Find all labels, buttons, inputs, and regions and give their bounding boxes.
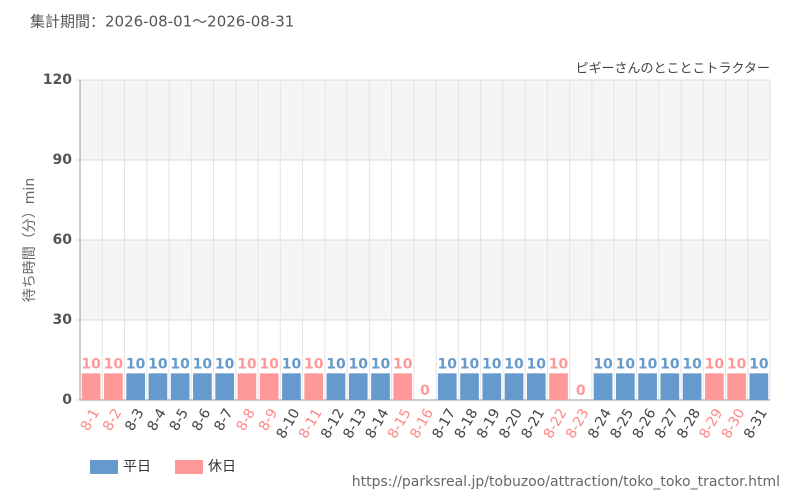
value-label: 10 [215,356,235,372]
bar [660,373,680,400]
bar [371,373,390,400]
y-tick-label: 30 [53,312,73,328]
value-label: 10 [504,356,524,372]
value-label: 10 [638,356,658,372]
value-label: 10 [170,356,190,372]
bar [170,373,190,400]
x-tick-label: 8-6 [189,406,214,434]
bar [705,373,724,400]
legend-swatch [175,460,203,474]
value-label: 10 [682,356,702,372]
bar [304,373,324,400]
x-tick-label: 8-4 [145,406,170,434]
value-label: 10 [438,356,458,372]
value-label: 10 [616,356,636,372]
value-label: 10 [393,356,413,372]
y-tick-label: 120 [43,72,72,88]
bar [727,373,746,400]
value-label: 10 [749,356,769,372]
legend-swatch [90,460,118,474]
value-label: 10 [705,356,725,372]
value-label: 10 [727,356,747,372]
bar [259,373,279,400]
y-tick-label: 60 [53,232,73,248]
value-label: 10 [371,356,391,372]
x-tick-label: 8-31 [741,406,771,442]
grid-band [80,240,770,320]
bar [526,373,546,400]
bar [348,373,368,400]
bar [437,373,457,400]
bar [682,373,702,400]
bar [393,373,413,400]
bar [104,373,123,400]
grid-band [80,80,770,160]
y-tick-label: 90 [53,152,73,168]
value-label: 0 [420,383,430,399]
value-label: 10 [304,356,324,372]
value-label: 10 [549,356,569,372]
annotation: ピギーさんのとことこトラクター [576,62,770,77]
x-tick-label: 8-1 [78,406,103,434]
y-tick-label: 0 [62,392,72,408]
value-label: 10 [482,356,502,372]
value-label: 10 [593,356,613,372]
bar [148,373,168,400]
value-label: 10 [282,356,302,372]
bar [282,373,301,400]
value-label: 10 [126,356,146,372]
y-axis-label: 待ち時間（分）min [22,178,38,302]
value-label: 10 [660,356,680,372]
x-tick-label: 8-2 [100,406,125,434]
legend-label: 休日 [208,459,236,475]
subtitle: 集計期間：2026-08-01～2026-08-31 [30,13,294,31]
bar [215,373,235,400]
value-label: 10 [193,356,213,372]
x-tick-label: 8-5 [167,406,192,434]
value-label: 0 [576,383,586,399]
value-label: 10 [527,356,547,372]
bar [326,373,346,400]
value-label: 10 [237,356,257,372]
x-tick-label: 8-7 [211,406,236,434]
bar [81,373,101,400]
bar [615,373,635,400]
bar [638,373,657,400]
bar [193,373,212,400]
legend-label: 平日 [123,459,151,475]
value-label: 10 [326,356,346,372]
value-label: 10 [81,356,101,372]
bar [504,373,524,400]
bar [549,373,568,400]
source: https://parksreal.jp/tobuzoo/attraction/… [352,474,780,490]
value-label: 10 [348,356,368,372]
bar [749,373,769,400]
x-tick-label: 8-8 [234,406,259,434]
bar [593,373,613,400]
value-label: 10 [148,356,168,372]
bar [482,373,502,400]
value-label: 10 [104,356,124,372]
bar [460,373,479,400]
bar [126,373,145,400]
x-tick-label: 8-3 [122,406,147,434]
value-label: 10 [259,356,279,372]
value-label: 10 [460,356,480,372]
bar [237,373,257,400]
